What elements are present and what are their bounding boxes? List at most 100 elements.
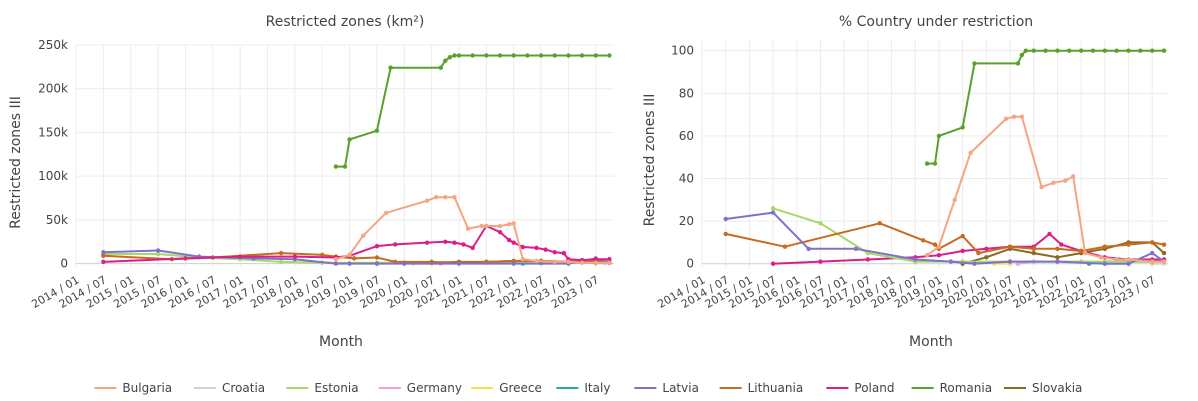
data-point-bulgaria (520, 257, 526, 262)
data-point-romania (1138, 48, 1143, 53)
data-point-romania (447, 55, 453, 60)
data-point-lithuania (960, 233, 965, 239)
data-point-poland (101, 259, 106, 265)
data-point-latvia (456, 261, 462, 266)
data-point-latvia (1150, 250, 1155, 256)
data-point-slovakia (1161, 250, 1167, 256)
legend-item-romania[interactable]: Romania (911, 381, 992, 395)
data-point-lithuania (1150, 240, 1155, 245)
data-point-latvia (972, 261, 977, 266)
data-point-bulgaria (443, 194, 448, 200)
data-point-poland (470, 245, 475, 251)
data-point-estonia (155, 251, 161, 257)
data-point-estonia (770, 206, 776, 211)
data-point-bulgaria (593, 260, 598, 265)
data-point-lithuania (374, 255, 380, 260)
data-point-poland (960, 248, 965, 254)
legend-item-estonia[interactable]: Estonia (286, 381, 359, 395)
data-point-poland (392, 242, 398, 247)
data-point-poland (865, 257, 871, 262)
data-point-romania (438, 65, 443, 70)
legend-item-bulgaria[interactable]: Bulgaria (94, 381, 172, 395)
data-point-romania (593, 53, 598, 58)
legend-item-greece[interactable]: Greece (471, 381, 542, 395)
data-point-lithuania (320, 252, 325, 258)
data-point-romania (1090, 48, 1096, 53)
data-point-romania (1126, 48, 1131, 53)
data-point-poland (511, 240, 516, 245)
data-point-romania (960, 125, 965, 130)
data-point-poland (443, 239, 448, 244)
legend-item-croatia[interactable]: Croatia (194, 381, 265, 395)
chart-title: Restricted zones (km²) (266, 14, 425, 30)
data-point-romania (538, 53, 544, 58)
data-point-romania (1055, 48, 1060, 53)
data-point-bulgaria (1019, 114, 1025, 119)
data-point-latvia (333, 261, 339, 266)
data-point-romania (347, 137, 352, 142)
y-tick-label: 150k (38, 125, 68, 139)
data-point-lithuania (1031, 246, 1036, 252)
x-axis-title: Month (909, 334, 953, 350)
data-point-bulgaria (534, 258, 539, 264)
data-point-romania (972, 61, 977, 66)
data-point-poland (552, 250, 557, 255)
data-point-bulgaria (1011, 114, 1017, 119)
data-point-romania (388, 65, 393, 70)
data-point-poland (936, 253, 942, 258)
data-point-romania (1023, 48, 1029, 53)
x-axis-title: Month (319, 334, 363, 350)
legend-item-lithuania[interactable]: Lithuania (719, 381, 804, 395)
data-point-latvia (1102, 261, 1108, 266)
data-point-poland (1047, 231, 1052, 237)
data-point-bulgaria (361, 233, 366, 238)
data-point-lithuania (782, 244, 788, 249)
data-point-latvia (913, 257, 918, 262)
data-point-romania (932, 161, 938, 166)
legend-label: Croatia (222, 381, 265, 395)
data-point-latvia (806, 246, 811, 252)
data-point-romania (497, 53, 503, 58)
data-point-bulgaria (465, 226, 471, 231)
data-point-latvia (1055, 259, 1060, 264)
data-point-bulgaria (1003, 116, 1009, 122)
data-point-lithuania (278, 250, 284, 256)
data-point-romania (342, 164, 348, 169)
data-point-slovakia (1055, 255, 1060, 260)
y-tick-label: 20 (679, 214, 694, 228)
data-point-romania (1067, 48, 1072, 53)
data-point-lithuania (1161, 242, 1167, 247)
data-point-bulgaria (607, 260, 612, 265)
data-point-latvia (347, 261, 352, 266)
data-point-poland (543, 247, 548, 252)
y-tick-label: 200k (38, 82, 68, 96)
data-point-poland (534, 245, 539, 251)
legend-item-slovakia[interactable]: Slovakia (1004, 381, 1082, 395)
data-point-bulgaria (497, 223, 503, 229)
data-point-lithuania (351, 256, 357, 261)
data-point-bulgaria (1161, 259, 1167, 264)
legend-item-poland[interactable]: Poland (826, 381, 894, 395)
data-point-romania (443, 58, 448, 63)
data-point-lithuania (976, 250, 981, 256)
data-point-bulgaria (968, 150, 973, 156)
legend-item-germany[interactable]: Germany (378, 381, 462, 395)
data-point-latvia (723, 216, 728, 222)
data-point-germany (1015, 261, 1021, 266)
data-point-romania (1150, 48, 1155, 53)
data-point-romania (1114, 48, 1119, 53)
legend-item-italy[interactable]: Italy (556, 381, 610, 395)
y-tick-label: 0 (686, 257, 694, 271)
data-point-romania (1078, 48, 1084, 53)
legend-label: Romania (940, 381, 992, 395)
data-point-romania (566, 53, 571, 58)
chart-title: % Country under restriction (839, 14, 1033, 30)
data-point-lithuania (1055, 246, 1060, 252)
data-point-romania (552, 53, 557, 58)
data-point-lithuania (723, 231, 728, 237)
data-point-bulgaria (1126, 257, 1131, 262)
legend-item-latvia[interactable]: Latvia (634, 381, 699, 395)
data-point-bulgaria (1051, 180, 1056, 185)
